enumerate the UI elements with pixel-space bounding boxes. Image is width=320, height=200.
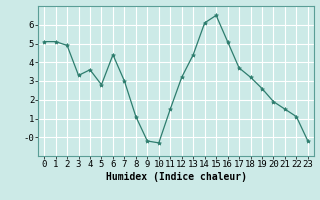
X-axis label: Humidex (Indice chaleur): Humidex (Indice chaleur)	[106, 172, 246, 182]
